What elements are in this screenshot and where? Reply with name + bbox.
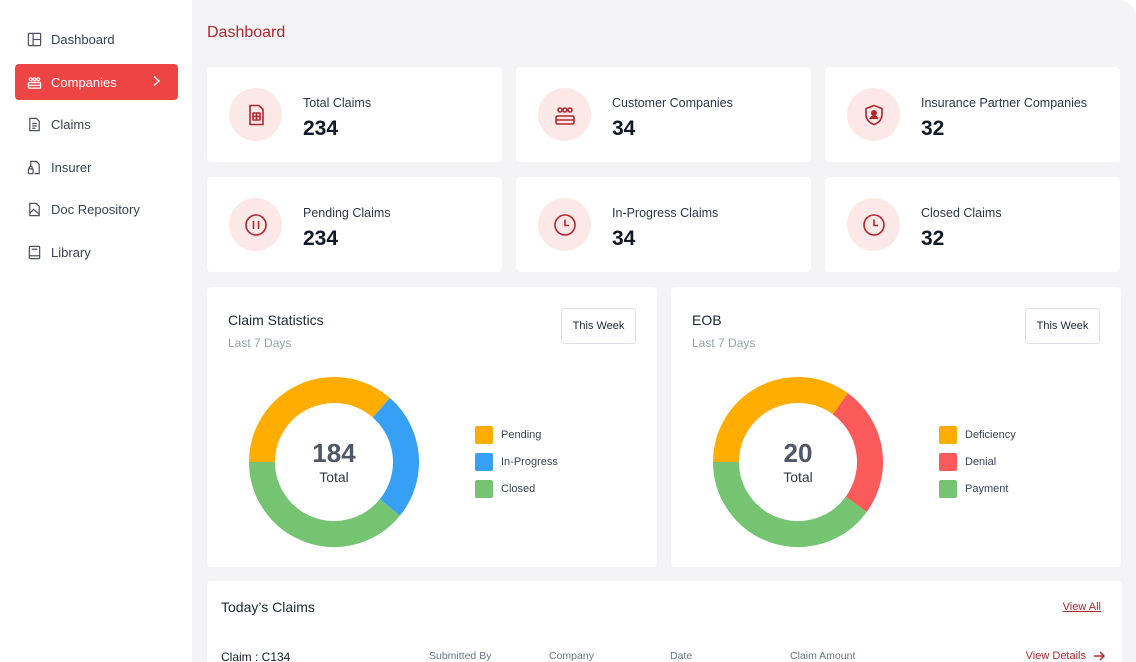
stat-value: 32 [921,227,945,250]
eob-card: EOB Last 7 Days This Week 20 Total Defic… [671,287,1121,567]
stat-value: 34 [612,117,636,140]
legend-swatch [475,480,493,498]
stat-card-closed-claims[interactable]: Closed Claims 32 [825,177,1120,272]
stat-label: In-Progress Claims [612,206,719,220]
chart-title: EOB [692,312,722,328]
chart-subtitle: Last 7 Days [228,336,292,350]
sidebar-item-doc-repository[interactable]: Doc Repository [15,191,178,227]
stat-label: Pending Claims [303,206,391,220]
chevron-right-icon [149,74,163,88]
legend-swatch [939,480,957,498]
stat-value: 234 [303,117,339,140]
legend-item: In-Progress [475,453,558,471]
stat-card-customer-companies[interactable]: Customer Companies 34 [516,67,811,162]
column-header-company: Company [549,650,594,662]
legend-item: Pending [475,426,558,444]
stat-card-in-progress-claims[interactable]: In-Progress Claims 34 [516,177,811,272]
column-header-claim-amount: Claim Amount [790,650,856,662]
legend-label: Closed [501,483,536,495]
chart-legend: Deficiency Denial Payment [939,426,1016,507]
sidebar-item-label: Companies [51,74,117,90]
table-row: Claim : C134 Submitted By Company Date C… [207,647,1122,662]
stat-value: 234 [303,227,339,250]
period-filter-button[interactable]: This Week [561,308,636,344]
legend-label: Deficiency [965,429,1016,441]
period-filter-button[interactable]: This Week [1025,308,1100,344]
legend-item: Deficiency [939,426,1016,444]
stat-value: 32 [921,117,945,140]
chart-subtitle: Last 7 Days [692,336,756,350]
sidebar-item-library[interactable]: Library [15,234,178,270]
chart-title: Claim Statistics [228,312,324,328]
stat-value: 34 [612,227,636,250]
claim-statistics-donut [249,377,419,547]
sidebar-item-companies[interactable]: Companies [15,64,178,100]
view-details-label: View Details [1025,650,1086,662]
stat-label: Customer Companies [612,96,733,110]
clock-icon [847,198,900,251]
pause-icon [229,198,282,251]
stat-label: Closed Claims [921,206,1002,220]
stat-label: Total Claims [303,96,372,110]
legend-swatch [475,453,493,471]
book-icon [26,244,42,260]
group-icon [538,88,591,141]
clock-icon [538,198,591,251]
file-image-icon [26,201,42,217]
column-header-date: Date [670,650,693,662]
stat-card-insurance-partner-companies[interactable]: Insurance Partner Companies 32 [825,67,1120,162]
column-header-submitted-by: Submitted By [429,650,492,662]
donut-slice-deficiency [713,377,848,463]
sidebar-item-insurer[interactable]: Insurer [15,149,178,185]
sidebar-item-label: Claims [51,116,91,132]
sidebar-item-label: Dashboard [51,31,115,47]
view-all-link[interactable]: View All [1062,601,1101,613]
file-lock-icon [26,159,42,175]
main-content: Dashboard Total Claims 234 Customer Comp… [192,0,1136,662]
legend-label: In-Progress [501,456,558,468]
sidebar-item-label: Insurer [51,159,92,175]
legend-label: Denial [965,456,997,468]
sidebar-item-label: Doc Repository [51,201,140,217]
legend-label: Pending [501,429,542,441]
donut-slice-closed [249,461,400,547]
companies-icon [26,74,42,90]
legend-item: Payment [939,480,1016,498]
receipt-icon [229,88,282,141]
section-title: Today’s Claims [221,599,315,615]
donut-slice-pending [249,377,390,463]
document-icon [26,116,42,132]
donut-slice-denial [832,393,883,512]
legend-label: Payment [965,483,1009,495]
sidebar-item-claims[interactable]: Claims [15,106,178,142]
stat-card-pending-claims[interactable]: Pending Claims 234 [207,177,502,272]
legend-item: Denial [939,453,1016,471]
stat-card-total-claims[interactable]: Total Claims 234 [207,67,502,162]
arrow-right-icon [1094,651,1106,661]
legend-swatch [939,453,957,471]
stat-label: Insurance Partner Companies [921,96,1088,110]
sidebar: Dashboard Companies Claims Insurer [0,0,192,662]
view-details-link[interactable]: View Details [1026,649,1106,662]
legend-swatch [475,426,493,444]
todays-claims-card: Today’s Claims View All Claim : C134 Sub… [207,581,1122,662]
sidebar-item-dashboard[interactable]: Dashboard [15,21,178,57]
page-title: Dashboard [207,24,286,41]
claim-statistics-card: Claim Statistics Last 7 Days This Week 1… [207,287,657,567]
chart-legend: Pending In-Progress Closed [475,426,558,507]
shield-user-icon [847,88,900,141]
legend-item: Closed [475,480,558,498]
eob-donut [713,377,883,547]
sidebar-item-label: Library [51,244,91,260]
donut-slice-payment [713,461,867,547]
layout-icon [26,31,42,47]
legend-swatch [939,426,957,444]
claim-id: Claim : C134 [221,650,291,662]
donut-slice-in-progress [372,397,419,516]
